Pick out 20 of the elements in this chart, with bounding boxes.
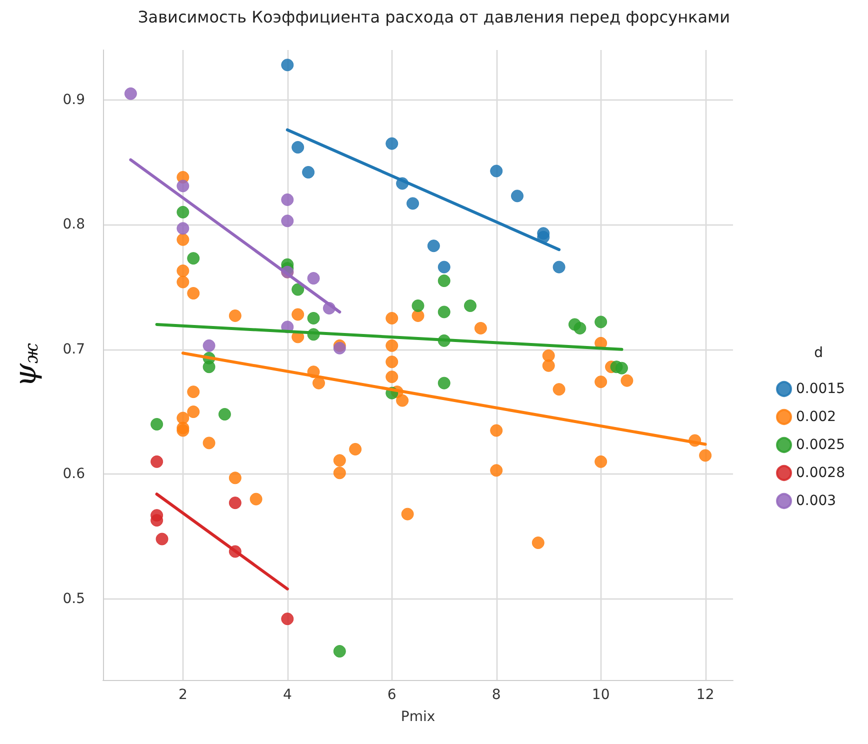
legend-label: 0.0028 xyxy=(796,465,846,481)
x-tick-label: 8 xyxy=(492,687,501,703)
x-tick-label: 2 xyxy=(178,687,188,703)
y-axis-title: ψж xyxy=(8,342,44,387)
y-tick-label: 0.7 xyxy=(62,341,85,358)
x-tick-label: 4 xyxy=(282,687,292,703)
legend-label: 0.002 xyxy=(796,409,836,425)
x-tick-label: 12 xyxy=(696,687,714,703)
x-tick-label: 10 xyxy=(592,687,610,703)
legend-label: 0.0015 xyxy=(796,381,846,397)
legend-title: d xyxy=(814,345,824,361)
legend-label: 0.0025 xyxy=(796,437,846,453)
y-tick-label: 0.6 xyxy=(62,466,86,482)
x-tick-label: 6 xyxy=(387,687,396,703)
legend-label: 0.003 xyxy=(796,493,836,509)
y-tick-label: 0.8 xyxy=(62,216,85,233)
y-tick-label: 0.9 xyxy=(62,92,85,108)
y-tick-label: 0.5 xyxy=(62,590,85,607)
x-axis-title: Pmix xyxy=(400,709,436,725)
chart-title: Зависимость Коэффициента расхода от давления перед форсунками xyxy=(138,8,730,26)
